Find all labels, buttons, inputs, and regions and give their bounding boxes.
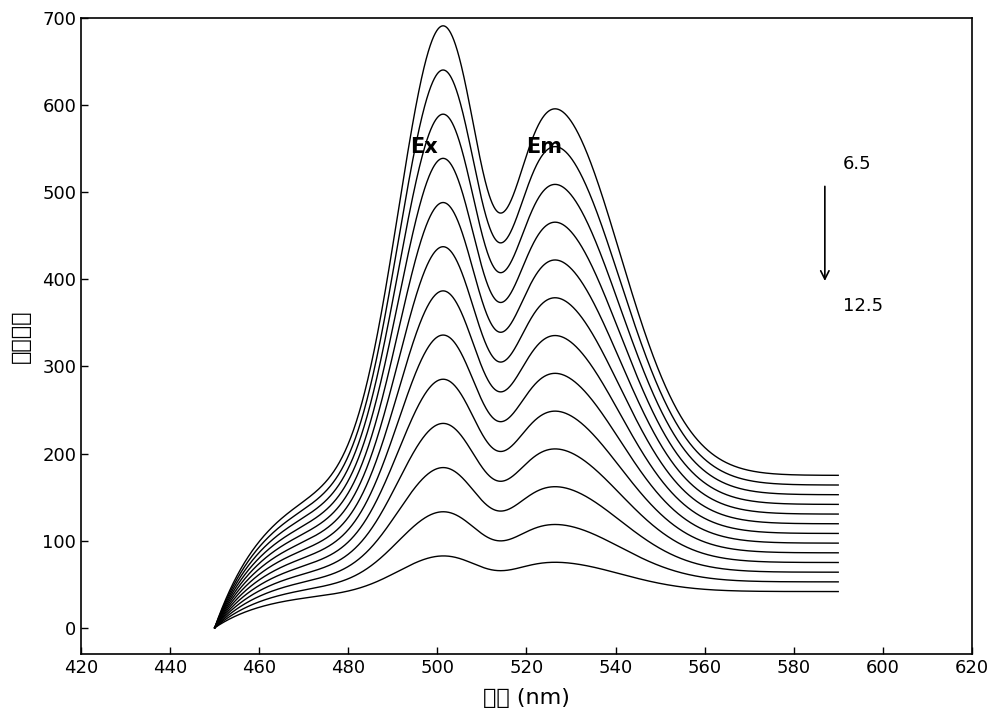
Text: 6.5: 6.5 [843, 155, 871, 173]
Text: Ex: Ex [410, 137, 438, 157]
X-axis label: 波长 (nm): 波长 (nm) [483, 688, 570, 708]
Text: Em: Em [526, 137, 562, 157]
Text: 12.5: 12.5 [843, 297, 883, 315]
Y-axis label: 荧光强度: 荧光强度 [11, 309, 31, 363]
